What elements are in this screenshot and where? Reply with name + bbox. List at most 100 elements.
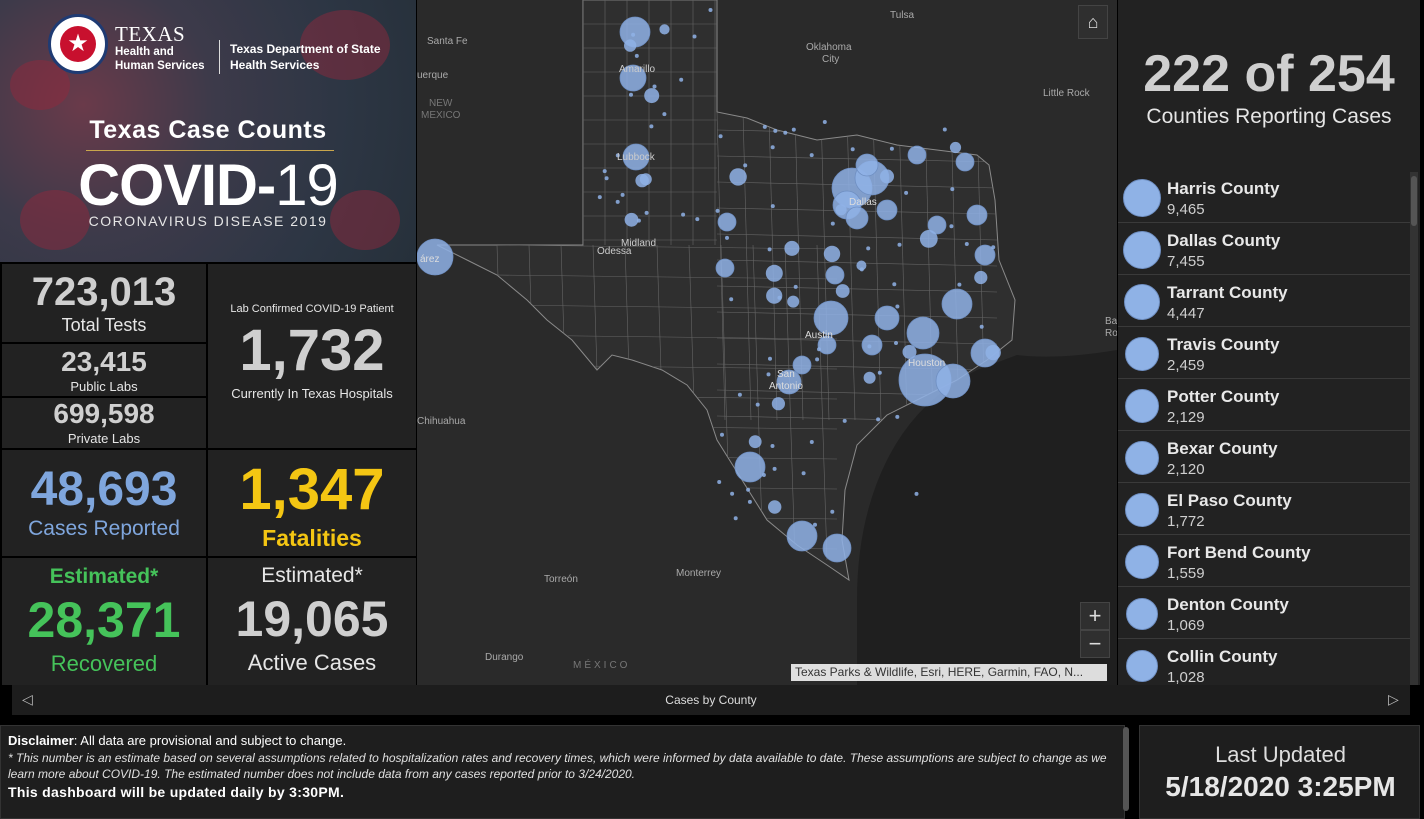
county-case-bubble[interactable] [866,246,871,251]
county-case-bubble[interactable] [949,141,962,154]
zoom-out-button[interactable]: − [1080,630,1110,658]
county-case-bubble[interactable] [815,357,820,362]
county-case-bubble[interactable] [743,163,748,168]
county-case-bubble[interactable] [717,212,737,232]
county-case-bubble[interactable] [734,451,766,483]
county-case-bubble[interactable] [729,297,734,302]
county-case-bubble[interactable] [652,84,657,89]
county-case-bubble[interactable] [631,32,636,37]
county-case-bubbles[interactable] [417,8,1001,563]
county-case-bubble[interactable] [822,533,852,563]
county-case-bubble[interactable] [904,190,909,195]
county-list-item[interactable]: Bexar County 2,120 [1118,432,1410,483]
county-case-bubble[interactable] [771,397,785,411]
county-case-bubble[interactable] [974,270,988,285]
county-case-bubble[interactable] [784,240,800,256]
county-case-bubble[interactable] [770,204,775,209]
county-case-bubble[interactable] [813,300,849,336]
home-icon[interactable]: ⌂ [1078,5,1108,39]
county-case-bubble[interactable] [762,124,767,129]
county-list-item[interactable]: Travis County 2,459 [1118,328,1410,379]
county-case-bubble[interactable] [708,8,713,12]
county-case-bubble[interactable] [770,145,775,150]
county-case-bubble[interactable] [863,371,876,384]
county-case-bubble[interactable] [748,435,762,449]
county-case-bubble[interactable] [766,372,771,377]
county-case-bubble[interactable] [856,260,867,271]
county-case-bubble[interactable] [718,134,723,139]
county-case-bubble[interactable] [761,473,766,477]
county-case-bubble[interactable] [955,152,975,172]
county-case-bubble[interactable] [783,130,788,135]
county-case-bubble[interactable] [817,335,837,355]
county-case-bubble[interactable] [823,245,841,263]
county-case-bubble[interactable] [855,153,879,177]
county-case-bubble[interactable] [876,199,898,221]
next-view-icon[interactable]: ▷ [1388,691,1399,707]
county-case-bubble[interactable] [830,509,835,514]
county-case-bubble[interactable] [817,347,821,352]
county-case-bubble[interactable] [604,176,609,181]
county-case-bubble[interactable] [620,192,625,197]
county-list-scrollbar[interactable] [1410,172,1418,685]
county-case-bubble[interactable] [619,64,647,92]
county-case-bubble[interactable] [874,305,900,331]
county-list-item[interactable]: Potter County 2,129 [1118,380,1410,431]
county-case-bubble[interactable] [979,324,984,329]
county-case-bubble[interactable] [850,147,855,152]
county-case-bubble[interactable] [985,344,1001,361]
county-case-bubble[interactable] [729,168,747,186]
county-case-bubble[interactable] [941,288,973,320]
county-case-bubble[interactable] [813,522,817,527]
county-case-bubble[interactable] [747,499,752,504]
county-case-bubble[interactable] [615,153,620,158]
county-case-bubble[interactable] [791,127,796,132]
county-case-bubble[interactable] [792,355,812,375]
county-case-bubble[interactable] [876,417,881,422]
county-list-item[interactable]: Denton County 1,069 [1118,588,1410,639]
cases-reported-card[interactable]: 48,693 Cases Reported [2,450,206,556]
county-case-bubble[interactable] [636,218,641,223]
county-case-bubble[interactable] [624,39,637,52]
county-case-bubble[interactable] [629,92,633,97]
county-case-bubble[interactable] [766,287,783,304]
county-case-bubble[interactable] [787,295,800,308]
county-case-bubble[interactable] [644,88,660,104]
county-case-bubble[interactable] [717,480,722,484]
county-case-bubble[interactable] [919,230,938,248]
county-case-bubble[interactable] [725,235,729,240]
county-case-bubble[interactable] [914,491,919,496]
county-case-bubble[interactable] [895,414,900,419]
county-case-bubble[interactable] [765,264,783,282]
county-case-bubble[interactable] [679,77,684,82]
counties-reporting-card[interactable]: 222 of 254 Counties Reporting Cases [1118,0,1420,172]
active-cases-card[interactable]: Estimated* 19,065 Active Cases [208,558,416,685]
county-case-bubble[interactable] [895,304,900,309]
county-case-bubble[interactable] [768,500,782,514]
map-attribution[interactable]: Texas Parks & Wildlife, Esri, HERE, Garm… [791,664,1107,681]
county-case-bubble[interactable] [715,258,735,278]
county-case-bubble[interactable] [730,491,735,496]
county-list-item[interactable]: Fort Bend County 1,559 [1118,536,1410,587]
hospitalizations-card[interactable]: Lab Confirmed COVID-19 Patient 1,732 Cur… [208,264,416,448]
private-labs-card[interactable]: 699,598 Private Labs [2,398,206,448]
county-case-bubble[interactable] [635,173,649,188]
county-case-bubble[interactable] [773,128,778,133]
county-case-bubble[interactable] [634,53,639,58]
cases-map[interactable]: Santa Fe uerque NEW MEXICO Tulsa Oklahom… [417,0,1117,685]
county-case-bubble[interactable] [755,402,760,407]
county-case-bubble[interactable] [877,370,882,375]
county-case-bubble[interactable] [889,146,894,151]
county-case-bubble[interactable] [950,187,955,192]
total-tests-card[interactable]: 723,013 Total Tests [2,264,206,342]
county-case-bubble[interactable] [720,432,724,437]
county-case-bubble[interactable] [737,392,742,397]
county-case-bubble[interactable] [772,466,777,471]
county-case-bubble[interactable] [845,206,869,230]
county-case-bubble[interactable] [597,195,602,200]
county-case-bubble[interactable] [906,316,940,350]
county-case-bubble[interactable] [624,212,639,227]
county-case-bubble[interactable] [830,221,835,226]
county-case-bubble[interactable] [622,143,650,171]
county-case-bubble[interactable] [825,265,845,285]
